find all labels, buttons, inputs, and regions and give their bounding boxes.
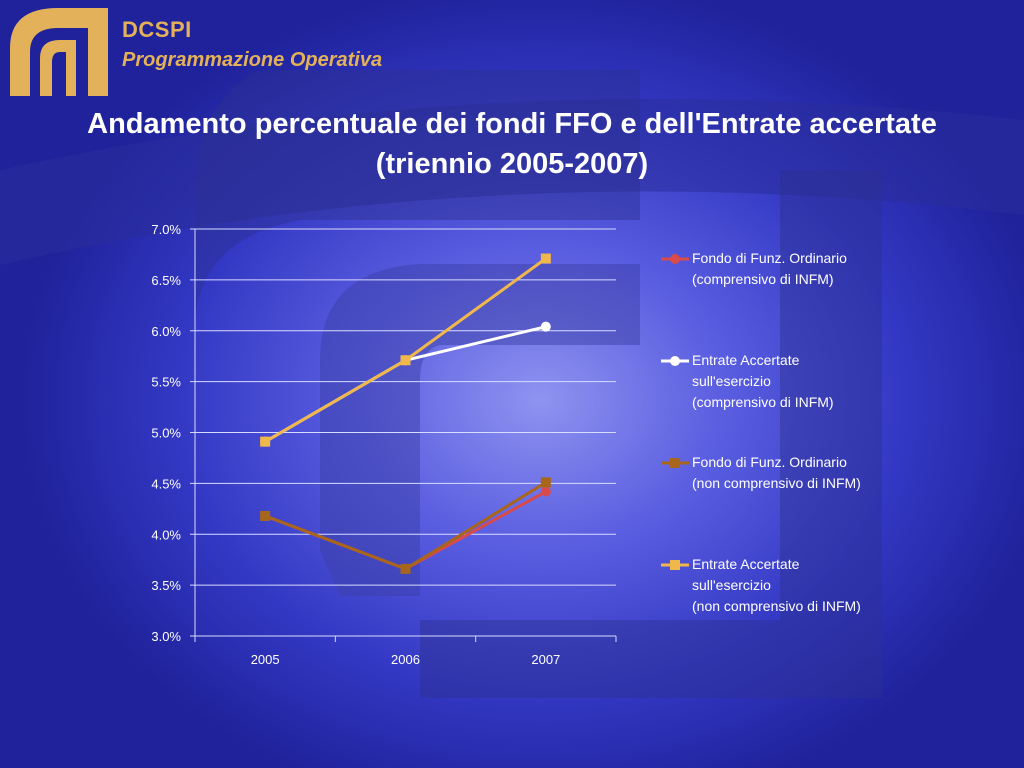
y-tick-label: 3.0%	[151, 629, 181, 644]
series-group	[260, 253, 551, 574]
series-line	[264, 481, 547, 571]
page-title: Andamento percentuale dei fondi FFO e de…	[40, 104, 984, 184]
y-tick-label: 6.0%	[151, 324, 181, 339]
data-point	[540, 477, 551, 488]
legend-swatch	[661, 458, 689, 468]
watermark-block-bottom	[420, 620, 780, 698]
x-tick-label: 2006	[391, 652, 420, 667]
legend-swatch	[661, 560, 689, 570]
logo-icon	[10, 8, 108, 96]
x-tick-label: 2007	[531, 652, 560, 667]
legend-label: Entrate Accertate sull'esercizio (compre…	[692, 352, 834, 410]
watermark-outer-arc	[195, 70, 640, 700]
x-tick-label: 2005	[251, 652, 280, 667]
legend-label: Fondo di Funz. Ordinario (comprensivo di…	[692, 250, 847, 287]
data-point	[400, 563, 411, 574]
y-tick-label: 7.0%	[151, 222, 181, 237]
data-point	[540, 253, 551, 264]
data-point	[260, 510, 271, 521]
title-line-1: Andamento percentuale dei fondi FFO e de…	[87, 108, 937, 140]
series-line	[264, 490, 547, 571]
series-2	[260, 321, 551, 447]
y-tick-label: 4.5%	[151, 476, 181, 491]
data-point	[260, 436, 271, 447]
series-line	[264, 257, 547, 443]
y-tick-label: 6.5%	[151, 273, 181, 288]
legend-swatch	[661, 254, 689, 264]
legend-swatch	[661, 356, 689, 366]
brand-subtitle: Programmazione Operativa	[122, 49, 383, 71]
y-tick-label: 3.5%	[151, 578, 181, 593]
series-line	[264, 325, 547, 443]
y-tick-label: 5.5%	[151, 375, 181, 390]
data-point	[540, 486, 551, 497]
series-3	[260, 477, 551, 574]
title-line-2: (triennio 2005-2007)	[375, 148, 649, 180]
brand: DCSPI Programmazione Operativa	[122, 16, 382, 74]
data-point	[400, 355, 411, 366]
brand-title: DCSPI	[122, 17, 192, 42]
watermark-band	[0, 98, 1024, 266]
series-4	[260, 253, 551, 447]
watermark-block-right	[780, 170, 882, 698]
y-axis-labels: 3.0% 3.5% 4.0% 4.5% 5.0% 5.5% 6.0% 6.5% 7.0%	[151, 222, 181, 644]
legend-label: Entrate Accertate sull'esercizio (non co…	[692, 556, 861, 614]
data-point	[540, 321, 551, 332]
y-tick-label: 4.0%	[151, 527, 181, 542]
x-axis-labels: 2005 2006 2007	[251, 652, 561, 667]
y-tick-label: 5.0%	[151, 426, 181, 441]
gridlines	[195, 228, 616, 586]
axes	[190, 228, 617, 642]
watermark-inner-arc	[320, 264, 640, 596]
legend-label: Fondo di Funz. Ordinario (non comprensiv…	[692, 454, 861, 491]
